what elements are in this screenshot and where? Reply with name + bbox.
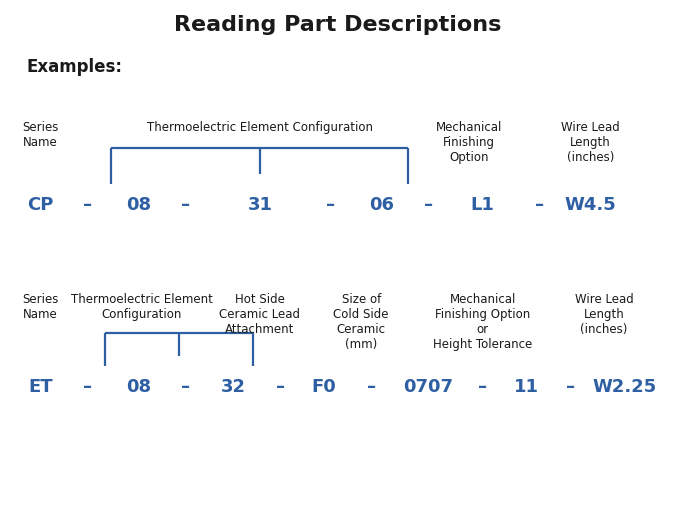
Text: 31: 31 [247,195,273,214]
Text: –: – [535,195,545,214]
Text: –: – [275,377,285,395]
Text: –: – [83,195,92,214]
Text: –: – [326,195,335,214]
Text: –: – [478,377,487,395]
Text: ET: ET [28,377,53,395]
Text: 08: 08 [126,195,151,214]
Text: –: – [566,377,575,395]
Text: –: – [181,195,190,214]
Text: Thermoelectric Element
Configuration: Thermoelectric Element Configuration [71,293,213,321]
Text: W2.25: W2.25 [592,377,657,395]
Text: Reading Part Descriptions: Reading Part Descriptions [174,15,501,35]
Text: –: – [424,195,433,214]
Text: –: – [181,377,190,395]
Text: Mechanical
Finishing Option
or
Height Tolerance: Mechanical Finishing Option or Height To… [433,293,533,351]
Text: 08: 08 [126,377,151,395]
Text: 11: 11 [514,377,539,395]
Text: L1: L1 [470,195,495,214]
Text: F0: F0 [312,377,336,395]
Text: W4.5: W4.5 [565,195,616,214]
Text: Thermoelectric Element Configuration: Thermoelectric Element Configuration [147,121,373,134]
Text: Wire Lead
Length
(inches): Wire Lead Length (inches) [574,293,634,336]
Text: CP: CP [27,195,54,214]
Text: –: – [83,377,92,395]
Text: Series
Name: Series Name [22,293,59,321]
Text: –: – [367,377,376,395]
Text: Wire Lead
Length
(inches): Wire Lead Length (inches) [561,121,620,164]
Text: Series
Name: Series Name [22,121,59,149]
Text: Mechanical
Finishing
Option: Mechanical Finishing Option [436,121,502,164]
Text: 32: 32 [220,377,246,395]
Text: Examples:: Examples: [27,58,123,76]
Text: 0707: 0707 [404,377,454,395]
Text: Hot Side
Ceramic Lead
Attachment: Hot Side Ceramic Lead Attachment [219,293,300,336]
Text: Size of
Cold Side
Ceramic
(mm): Size of Cold Side Ceramic (mm) [333,293,389,351]
Text: 06: 06 [369,195,394,214]
